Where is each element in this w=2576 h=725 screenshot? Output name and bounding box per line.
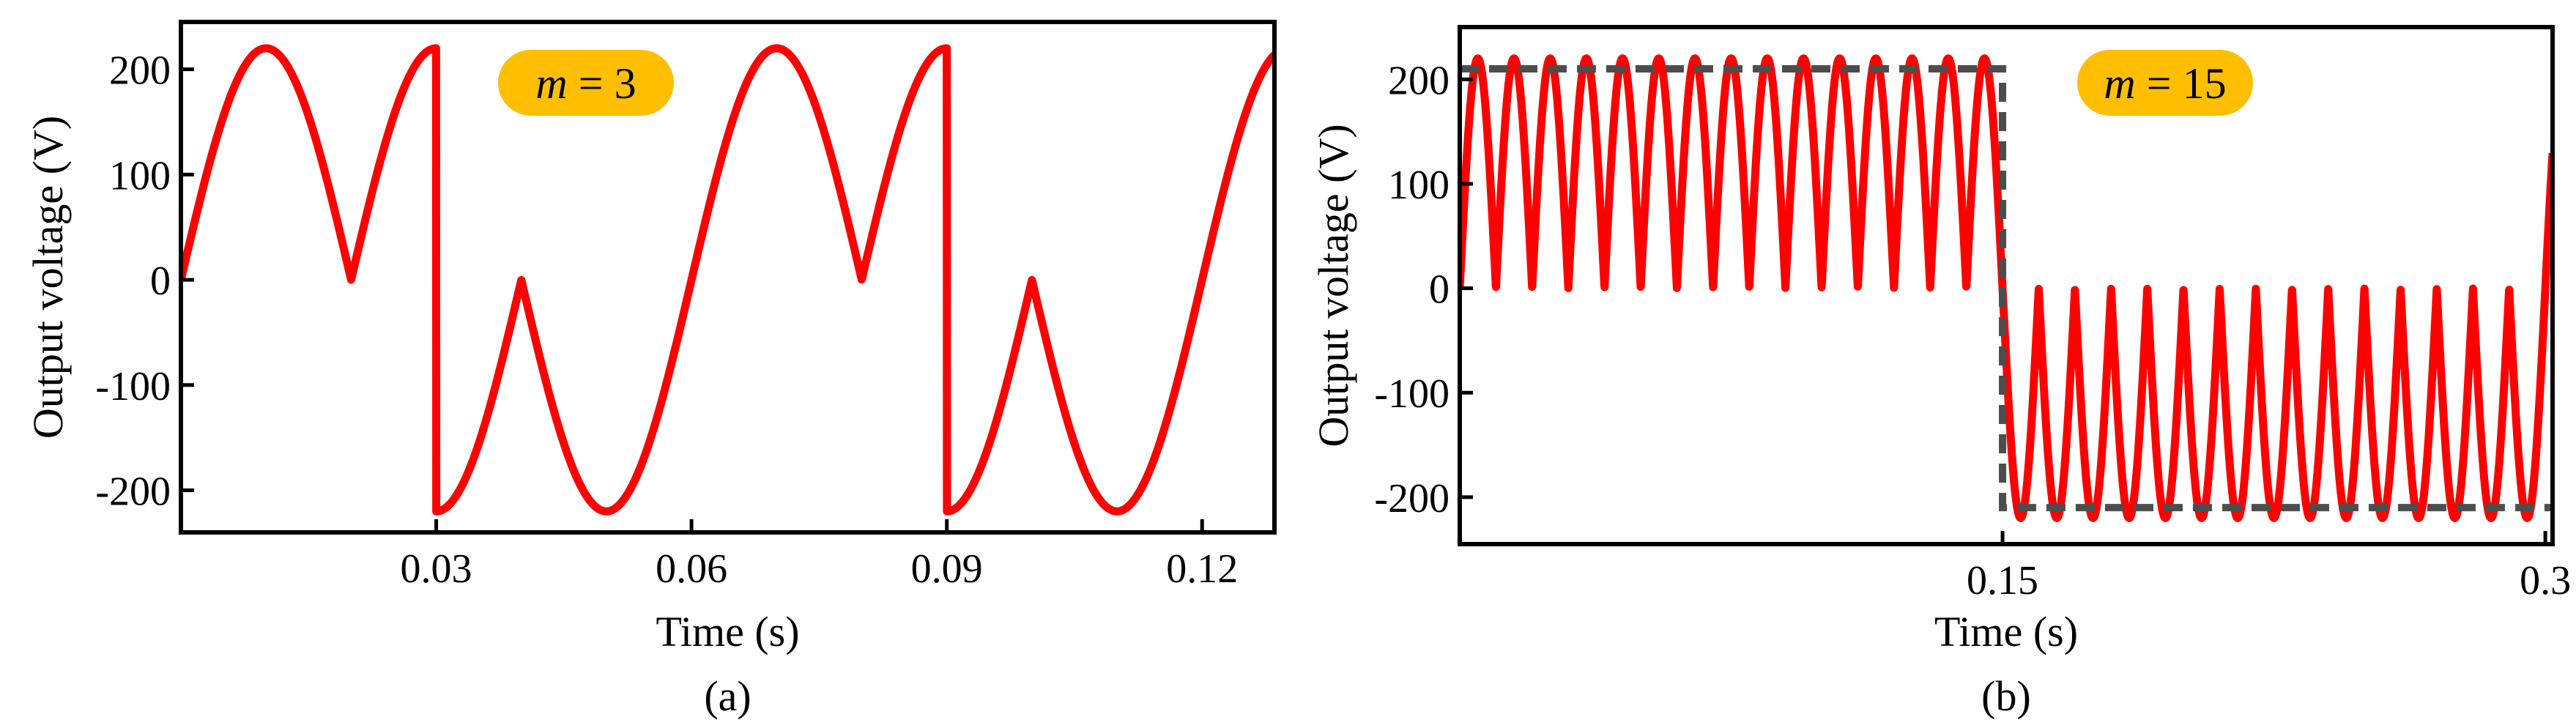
annotation-label: m = 15 — [2104, 59, 2226, 108]
x-axis-title: Time (s) — [656, 608, 799, 655]
panel-caption: (b) — [1981, 672, 2031, 720]
y-tick-label: 200 — [109, 48, 171, 94]
y-axis-title: Output voltage (V) — [1310, 124, 1357, 447]
x-tick-label: 0.06 — [656, 546, 727, 592]
series-line-signal — [181, 44, 1274, 516]
y-tick-label: -100 — [1374, 371, 1450, 417]
x-tick-label: 0.03 — [401, 546, 472, 592]
plot-frame — [179, 20, 1277, 535]
y-tick-label: -200 — [95, 469, 171, 515]
chart-panel-a: 200 100 0 -100 -200 0.03 0.06 0.09 0.12 Time (s) O… — [24, 20, 1277, 720]
chart-panel-b: 200 100 0 -100 -200 0.15 0.3 Time (s) Output vol… — [1310, 25, 2571, 720]
plot-frame — [1458, 25, 2555, 546]
x-tick-label: 0.3 — [2520, 558, 2571, 603]
annotation-label: m = 3 — [535, 59, 636, 108]
series-line-envelope — [1460, 65, 2553, 512]
y-tick-label: 100 — [109, 153, 171, 198]
y-tick-label: -200 — [1374, 476, 1450, 521]
y-tick-label: 100 — [1388, 163, 1450, 208]
annotation-badge — [498, 50, 674, 116]
panel-caption: (a) — [704, 672, 751, 720]
x-tick-label: 0.09 — [911, 546, 983, 592]
x-tick-label: 0.12 — [1166, 546, 1238, 592]
y-tick-label: -100 — [95, 364, 171, 409]
annotation-badge — [2077, 50, 2253, 116]
x-tick-label: 0.15 — [1967, 558, 2038, 603]
plot-area — [1460, 54, 2553, 522]
y-tick-label: 0 — [150, 259, 171, 304]
y-axis-title: Output voltage (V) — [24, 116, 72, 439]
y-tick-label: 200 — [1388, 58, 1450, 103]
plot-area — [181, 44, 1274, 516]
x-axis-title: Time (s) — [1934, 608, 2078, 655]
y-tick-label: 0 — [1429, 267, 1450, 313]
